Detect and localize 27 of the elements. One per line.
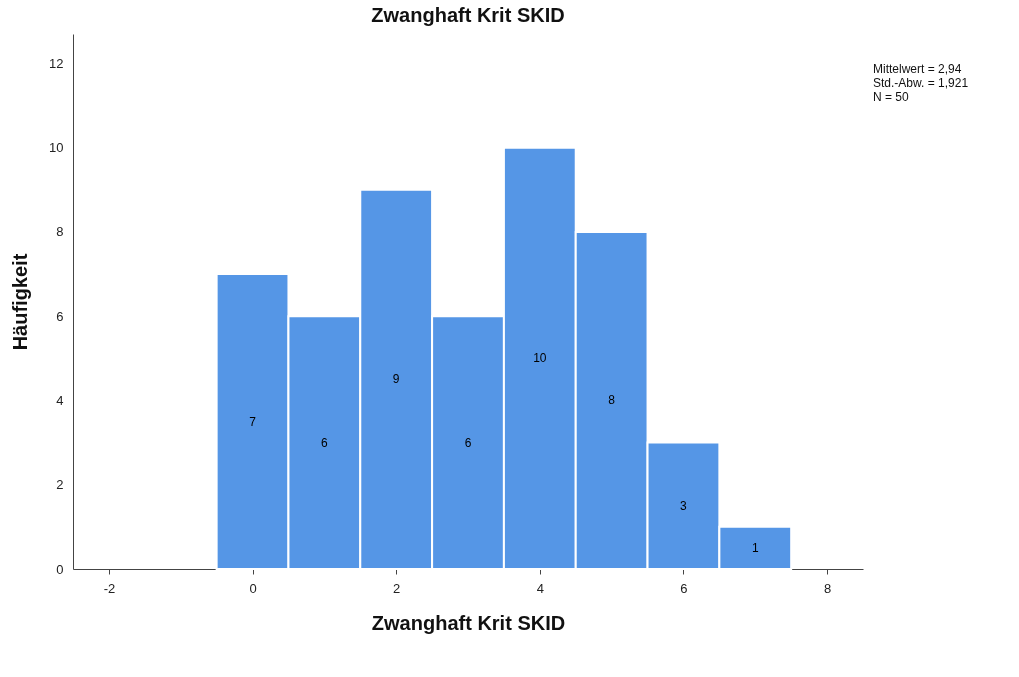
data-label: 6 — [464, 435, 472, 450]
y-axis-title: Häufigkeit — [9, 253, 32, 351]
data-label: 7 — [249, 414, 257, 429]
x-tick-label: 6 — [680, 580, 688, 596]
y-tick-label: 12 — [49, 55, 64, 71]
x-tick-label: 2 — [393, 580, 401, 596]
data-label: 1 — [751, 540, 759, 555]
x-tick-label: 4 — [536, 580, 544, 596]
text: N = 50 — [873, 90, 910, 104]
x-tick-label: 0 — [249, 580, 257, 596]
y-tick-label: 4 — [56, 393, 64, 408]
data-label: 10 — [533, 351, 547, 366]
y-tick-label: 2 — [56, 477, 64, 493]
data-label: 6 — [321, 435, 329, 450]
text: Std.-Abw. = 1,921 — [873, 76, 969, 90]
x-tick-label: 8 — [823, 580, 832, 596]
data-label: 3 — [680, 498, 688, 513]
x-axis-title: Zwanghaft Krit SKID — [371, 611, 566, 634]
x-tick-label: -2 — [103, 580, 116, 596]
y-tick-label: 10 — [49, 140, 64, 156]
y-tick-label: 0 — [56, 561, 64, 577]
text: Mittelwert = 2,94 — [873, 62, 962, 76]
data-label: 8 — [608, 393, 616, 408]
data-label: 9 — [392, 372, 400, 387]
y-tick-label: 8 — [56, 224, 64, 240]
y-tick-label: 6 — [56, 308, 64, 324]
chart-title: Zwanghaft Krit SKID — [371, 4, 565, 26]
